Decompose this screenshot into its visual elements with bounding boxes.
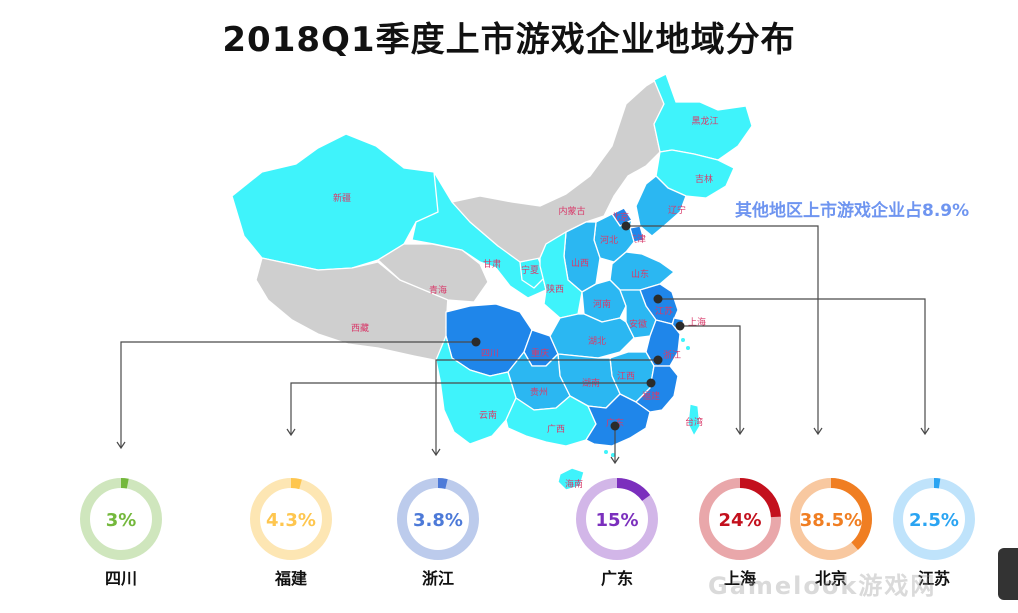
leader-arrow-icon — [286, 428, 296, 437]
island-dot — [681, 338, 685, 342]
province-label-shanxi: 山西 — [571, 258, 589, 269]
leader-line — [658, 298, 926, 434]
donut-1: 4.3% 福建 — [250, 478, 332, 588]
location-dot — [610, 421, 620, 431]
province-label-liaoning: 辽宁 — [668, 204, 686, 216]
other-regions-note: 其他地区上市游戏企业占8.9% — [735, 201, 970, 221]
donut-3: 15% 广东 — [576, 478, 658, 588]
watermark-text: Gamelook游戏网 — [708, 572, 937, 600]
donut-arc — [790, 478, 872, 560]
donut-value-label: 2.5% — [909, 510, 959, 531]
province-label-jilin: 吉林 — [695, 173, 713, 185]
province-taiwan — [687, 403, 701, 437]
province-shaanxi — [539, 231, 583, 319]
leader-line — [120, 341, 476, 448]
watermark-logo-icon — [998, 548, 1018, 600]
province-label-guizhou: 贵州 — [530, 386, 548, 398]
province-label-zhejiang: 浙江 — [663, 349, 681, 361]
province-label-jiangsu: 江苏 — [655, 305, 673, 317]
donut-value-label: 3.8% — [413, 510, 463, 531]
island-dot — [611, 453, 615, 457]
province-label-anhui: 安徽 — [629, 318, 647, 330]
donut-2: 3.8% 浙江 — [397, 478, 479, 588]
province-label-heilongjiang: 黑龙江 — [691, 115, 718, 127]
province-liaoning — [635, 175, 687, 237]
province-label-xizang: 西藏 — [351, 322, 369, 334]
leader-arrow-icon — [920, 427, 930, 436]
province-label-gansu: 甘肃 — [483, 258, 501, 270]
province-heilongjiang — [653, 73, 753, 161]
donut-value-label: 38.5% — [800, 510, 862, 531]
leader-line — [680, 325, 741, 434]
province-label-hainan: 海南 — [565, 478, 583, 490]
donut-arc — [699, 478, 781, 560]
island-dot — [604, 450, 608, 454]
location-dot — [675, 321, 685, 331]
leader-arrow-icon — [813, 427, 823, 436]
province-label-sichuan: 四川 — [481, 349, 499, 359]
leader-line — [435, 359, 658, 455]
province-label-chongqing: 重庆 — [531, 347, 549, 359]
donut-4: 24% 上海 — [699, 478, 781, 588]
donut-region-label: 福建 — [274, 569, 307, 588]
province-label-tianjin: 天津 — [628, 234, 646, 245]
location-dot — [621, 221, 631, 231]
donut-arc — [80, 478, 162, 560]
province-hainan — [557, 467, 585, 491]
province-label-taiwan: 台湾 — [685, 416, 703, 428]
province-label-hebei: 河北 — [600, 234, 618, 246]
leader-arrow-icon — [735, 427, 745, 436]
province-label-xinjiang: 新疆 — [333, 192, 351, 204]
province-guangdong — [585, 393, 651, 447]
donut-value-label: 3% — [106, 510, 137, 531]
location-dot — [646, 378, 656, 388]
donut-region-label: 广东 — [601, 569, 633, 588]
province-label-shaanxi: 陕西 — [546, 283, 564, 295]
donut-region-label: 江苏 — [918, 569, 950, 588]
donut-region-label: 四川 — [105, 569, 137, 588]
province-label-shanghai: 上海 — [688, 316, 706, 328]
location-dot — [653, 355, 663, 365]
donut-0: 3% 四川 — [80, 478, 162, 588]
donut-6: 2.5% 江苏 — [893, 478, 975, 588]
province-label-shandong: 山东 — [631, 268, 649, 280]
province-yunnan — [435, 335, 517, 445]
leader-arrow-icon — [610, 456, 620, 465]
donut-value-label: 15% — [595, 510, 638, 531]
island-dot — [686, 346, 690, 350]
leader-lines — [116, 221, 930, 465]
donut-arc — [397, 478, 479, 560]
leader-arrow-icon — [116, 441, 126, 450]
donut-arc — [250, 478, 332, 560]
province-hubei — [549, 313, 635, 359]
donut-5: 38.5% 北京 — [790, 478, 872, 588]
leader-line — [626, 225, 819, 434]
province-label-jiangxi: 江西 — [617, 371, 635, 382]
donut-region-label: 北京 — [815, 569, 847, 588]
donut-value-label: 24% — [718, 510, 761, 531]
location-dot — [471, 337, 481, 347]
donut-arc — [576, 478, 658, 560]
province-label-henan: 河南 — [593, 298, 611, 310]
province-label-yunnan: 云南 — [479, 409, 497, 421]
province-label-fujian: 福建 — [642, 390, 660, 402]
province-qinghai — [377, 243, 489, 303]
donut-region-label: 浙江 — [422, 569, 454, 588]
province-label-guangxi: 广西 — [547, 423, 565, 435]
donut-value-label: 4.3% — [266, 510, 316, 531]
donut-charts: 3% 四川 4.3% 福建 3.8% 浙江 15% 广东 24% 上海 38.5% 北京 2.5% 江苏 — [80, 478, 975, 588]
location-dot — [653, 294, 663, 304]
leader-arrow-icon — [431, 448, 441, 457]
chart-title: 2018Q1季度上市游戏企业地域分布 — [222, 20, 796, 60]
donut-region-label: 上海 — [724, 569, 756, 588]
province-label-neimenggu: 内蒙古 — [558, 205, 585, 217]
province-label-ningxia: 宁夏 — [521, 264, 539, 276]
province-label-hubei: 湖北 — [588, 336, 606, 347]
leader-line — [290, 382, 651, 435]
province-label-qinghai: 青海 — [429, 284, 447, 296]
donut-arc — [893, 478, 975, 560]
